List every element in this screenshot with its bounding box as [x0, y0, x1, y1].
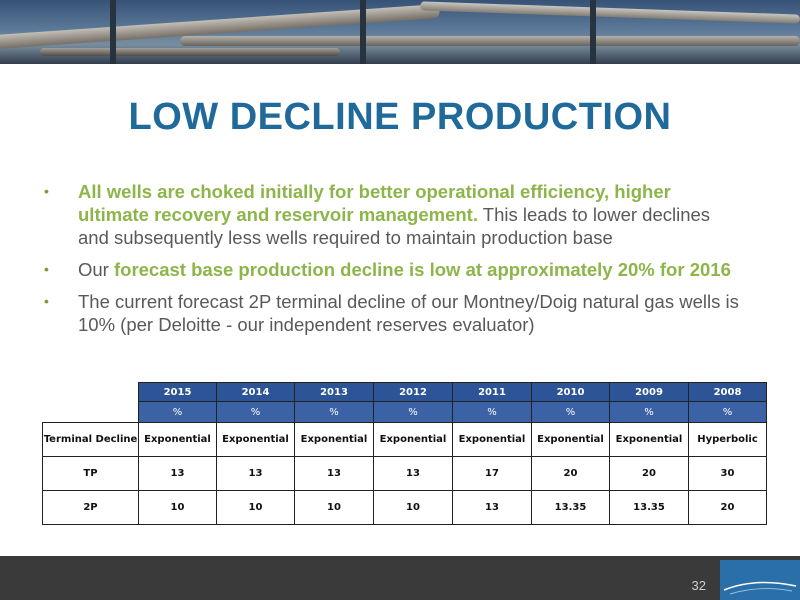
table-cell: 30	[688, 456, 767, 491]
unit-cell: %	[452, 401, 532, 423]
table-cell: 13	[294, 456, 374, 491]
bullet-highlight: All wells are choked initially for bette…	[78, 181, 671, 225]
bullet-dot-icon: •	[44, 261, 49, 277]
pipe-graphic	[180, 36, 800, 46]
unit-cell: %	[138, 401, 217, 423]
table-cell: Exponential	[373, 422, 453, 457]
decline-table: 2015 2014 2013 2012 2011 2010 2009 2008 …	[42, 382, 767, 525]
unit-cell: %	[609, 401, 689, 423]
table-corner	[42, 382, 139, 402]
year-header: 2011	[452, 382, 532, 402]
bullet-dot-icon: •	[44, 293, 49, 309]
table-cell: 20	[531, 456, 610, 491]
row-header: Terminal Decline	[42, 422, 139, 457]
footer-bar	[0, 556, 800, 600]
bullet-text: The current forecast 2P terminal decline…	[78, 291, 739, 335]
table-cell: 17	[452, 456, 532, 491]
bullet-text: This leads to lower declines and subsequ…	[78, 204, 711, 248]
bullet-list: • All wells are choked initially for bet…	[42, 180, 742, 345]
table-cell: 13.35	[531, 490, 610, 525]
unit-cell: %	[294, 401, 374, 423]
table-cell: Exponential	[531, 422, 610, 457]
structure-post	[360, 0, 366, 64]
table-row: Terminal Decline Exponential Exponential…	[42, 422, 767, 457]
slide-title: LOW DECLINE PRODUCTION	[128, 96, 672, 138]
table-cell: 10	[138, 490, 217, 525]
row-header: 2P	[42, 490, 139, 525]
pipe-graphic	[40, 48, 340, 56]
bullet-prefix: Our	[78, 259, 114, 280]
bullet-item: • All wells are choked initially for bet…	[42, 180, 742, 249]
table-cell: 13	[452, 490, 532, 525]
logo-swoosh-icon	[723, 581, 797, 595]
year-header: 2009	[609, 382, 689, 402]
table-cell: Hyperbolic	[688, 422, 767, 457]
table-cell: Exponential	[609, 422, 689, 457]
table-cell: Exponential	[452, 422, 532, 457]
table-row: 2P 10 10 10 10 13 13.35 13.35 20	[42, 490, 767, 525]
table-cell: 10	[216, 490, 295, 525]
table-cell: Exponential	[216, 422, 295, 457]
header-image	[0, 0, 800, 64]
bullet-dot-icon: •	[44, 183, 49, 199]
page-number: 32	[691, 578, 706, 593]
table-cell: 10	[373, 490, 453, 525]
table-cell: Exponential	[138, 422, 217, 457]
bullet-highlight: forecast base production decline is low …	[113, 259, 731, 280]
table-cell: Exponential	[294, 422, 374, 457]
table-cell: 20	[609, 456, 689, 491]
year-header: 2008	[688, 382, 767, 402]
year-header: 2015	[138, 382, 217, 402]
unit-cell: %	[216, 401, 295, 423]
year-header: 2013	[294, 382, 374, 402]
header-overlay	[0, 0, 800, 64]
year-header: 2012	[373, 382, 453, 402]
table-cell: 13	[373, 456, 453, 491]
company-logo-icon	[720, 560, 800, 600]
table-cell: 13.35	[609, 490, 689, 525]
structure-post	[110, 0, 116, 64]
unit-cell: %	[373, 401, 453, 423]
table-cell: 20	[688, 490, 767, 525]
table-cell: 13	[138, 456, 217, 491]
unit-row: % % % % % % % %	[42, 401, 767, 423]
table-row: TP 13 13 13 13 17 20 20 30	[42, 456, 767, 491]
table-cell: 10	[294, 490, 374, 525]
row-header: TP	[42, 456, 139, 491]
unit-cell: %	[531, 401, 610, 423]
table-corner	[42, 401, 139, 423]
bullet-item: • Our forecast base production decline i…	[42, 258, 742, 281]
structure-post	[590, 0, 596, 64]
table-cell: 13	[216, 456, 295, 491]
year-header: 2010	[531, 382, 610, 402]
bullet-item: • The current forecast 2P terminal decli…	[42, 290, 742, 336]
year-header-row: 2015 2014 2013 2012 2011 2010 2009 2008	[42, 382, 767, 402]
unit-cell: %	[688, 401, 767, 423]
year-header: 2014	[216, 382, 295, 402]
